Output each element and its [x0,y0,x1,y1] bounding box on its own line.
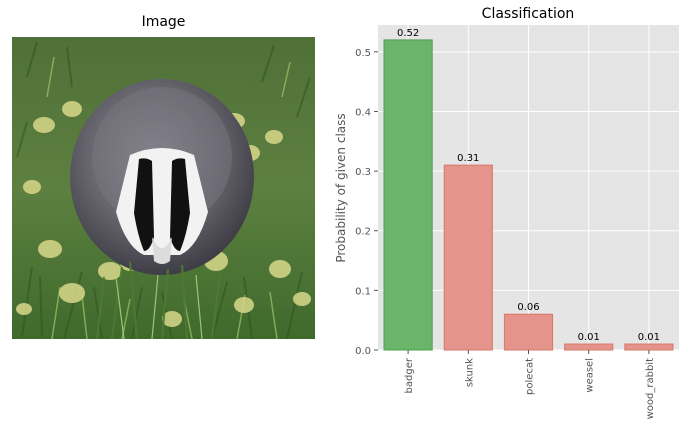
bar-polecat [503,313,554,351]
x-tick-label: badger [404,357,415,393]
bar-weasel [564,343,614,351]
x-tick-label: polecat [525,358,536,395]
bar-wood_rabbit [624,343,674,351]
bar-badger [383,39,433,351]
bars [383,39,674,351]
y-tick-label: 0.5 [355,48,371,59]
y-tick-label: 0.0 [355,346,371,357]
bar-value-label: 0.01 [638,332,660,343]
bar-skunk [443,164,493,351]
y-tick-label: 0.3 [355,167,371,178]
bar-value-label: 0.06 [517,302,539,313]
x-tick-label: skunk [464,358,475,387]
image-panel-title: Image [141,14,186,30]
x-tick-label: wood_rabbit [645,358,656,419]
x-axis-ticks: badger skunk polecat weasel wood_rabbit [404,350,656,419]
x-tick-label: weasel [585,358,596,393]
y-axis-ticks: 0.0 0.1 0.2 0.3 0.4 0.5 [355,48,378,357]
y-tick-label: 0.4 [355,107,371,118]
bar-value-labels: 0.52 0.31 0.06 0.01 0.01 [397,28,660,343]
y-tick-label: 0.2 [355,227,371,238]
bar-value-label: 0.52 [397,28,419,39]
chart-title: Classification [482,6,575,22]
bar-value-label: 0.01 [578,332,600,343]
bar-value-label: 0.31 [457,153,479,164]
y-tick-label: 0.1 [355,286,371,297]
y-axis-label: Probability of given class [334,113,348,262]
badger-photo [12,37,315,339]
